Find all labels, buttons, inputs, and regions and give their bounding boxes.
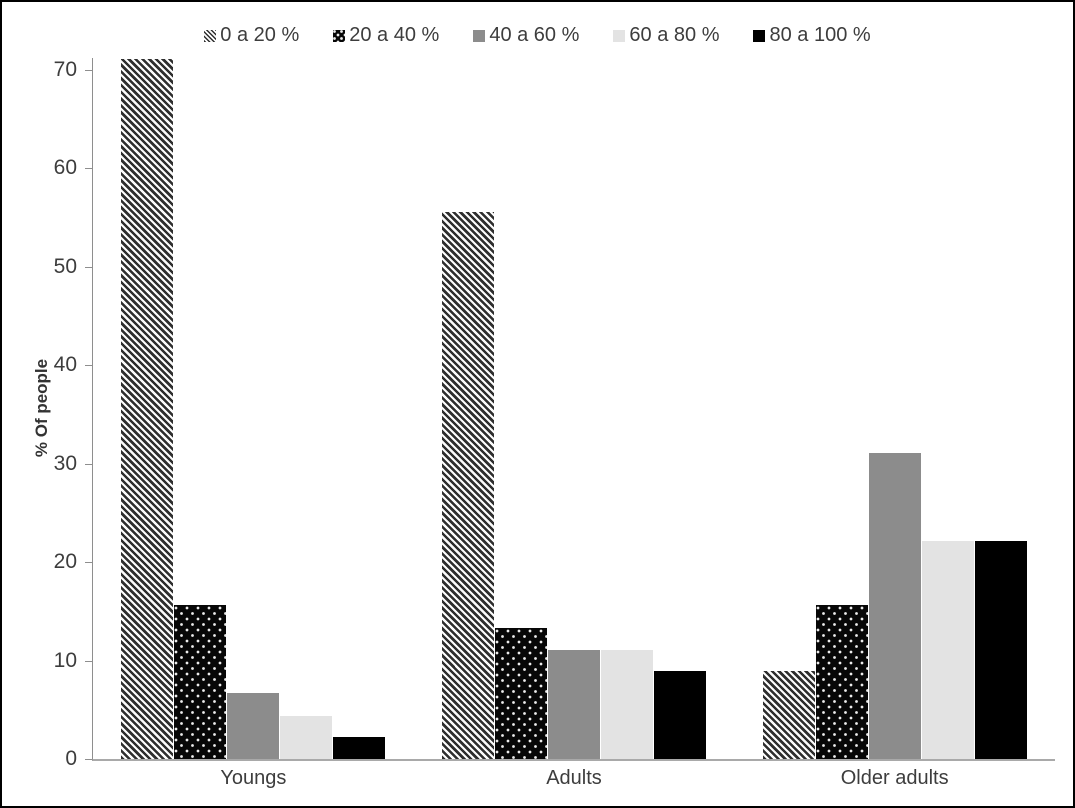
y-tick <box>85 70 92 71</box>
y-tick <box>85 365 92 367</box>
y-tick <box>85 759 92 760</box>
legend-swatch-black-white-dots <box>333 29 346 42</box>
y-tick-label: 20 <box>53 550 77 574</box>
legend-item: 0 a 20 % <box>204 24 299 47</box>
legend-swatch-solid-light-gray <box>613 29 626 42</box>
legend-item: 60 a 80 % <box>613 24 719 47</box>
y-tick-label: 30 <box>53 451 77 475</box>
legend-label: 60 a 80 % <box>629 24 720 46</box>
y-tick-label: 10 <box>53 648 77 672</box>
bar-solid-light-gray <box>280 715 333 759</box>
bar-solid-light-gray <box>601 649 653 759</box>
legend-swatch-diagonal-hatch <box>204 29 217 42</box>
x-category-label: Adults <box>546 767 602 789</box>
bar-solid-gray <box>227 693 280 759</box>
bar-black-white-dots <box>495 628 547 759</box>
legend-label: 0 a 20 % <box>220 24 300 46</box>
legend-label: 20 a 40 % <box>349 24 440 46</box>
legend-item: 80 a 100 % <box>753 24 871 47</box>
y-tick <box>85 562 92 564</box>
y-tick-label: 50 <box>53 254 77 278</box>
y-tick-label: 60 <box>53 156 77 180</box>
legend-label: 80 a 100 % <box>769 24 871 46</box>
y-tick <box>85 463 92 465</box>
chart-legend: 0 a 20 % 20 a 40 % 40 a 60 % 60 a 80 % 80 a … <box>2 24 1073 47</box>
bar-solid-black <box>654 671 706 759</box>
bar-diagonal-hatch <box>121 59 174 759</box>
legend-swatch-solid-gray <box>473 29 486 42</box>
bar-diagonal-hatch <box>442 211 494 759</box>
y-tick <box>85 660 92 662</box>
bar-solid-gray <box>548 649 600 759</box>
plot-area: 0 10 20 30 40 50 60 70 Youngs Adults Older adults <box>54 58 1055 789</box>
bar-solid-black <box>333 737 386 759</box>
bar-diagonal-hatch <box>762 671 815 759</box>
legend-item: 40 a 60 % <box>473 24 579 47</box>
legend-swatch-solid-black <box>753 29 766 42</box>
bar-solid-black <box>974 540 1027 759</box>
y-tick-label: 70 <box>53 58 77 81</box>
legend-item: 20 a 40 % <box>333 24 439 47</box>
y-tick-label: 0 <box>65 747 77 770</box>
bar-solid-gray <box>868 452 921 759</box>
legend-label: 40 a 60 % <box>489 24 580 46</box>
x-category-label: Older adults <box>840 767 949 789</box>
x-category-label: Youngs <box>220 767 287 789</box>
y-tick <box>85 168 92 170</box>
bar-solid-light-gray <box>921 540 974 759</box>
bar-black-white-dots <box>815 605 868 759</box>
y-tick-label: 40 <box>53 353 77 377</box>
y-tick <box>85 266 92 268</box>
bar-black-white-dots <box>174 605 227 759</box>
